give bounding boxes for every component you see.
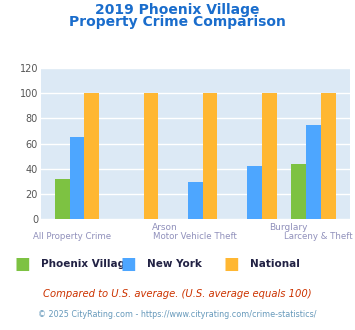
Bar bbox=[321, 93, 335, 219]
Text: All Property Crime: All Property Crime bbox=[33, 232, 111, 241]
Bar bbox=[84, 93, 99, 219]
Text: National: National bbox=[250, 259, 300, 269]
Text: Property Crime Comparison: Property Crime Comparison bbox=[69, 15, 286, 29]
Bar bbox=[188, 182, 203, 219]
Text: Larceny & Theft: Larceny & Theft bbox=[284, 232, 353, 241]
Text: Phoenix Village: Phoenix Village bbox=[41, 259, 132, 269]
Text: New York: New York bbox=[147, 259, 202, 269]
Text: Burglary: Burglary bbox=[269, 223, 307, 232]
Text: ■: ■ bbox=[121, 255, 136, 273]
Text: Compared to U.S. average. (U.S. average equals 100): Compared to U.S. average. (U.S. average … bbox=[43, 289, 312, 299]
Bar bbox=[247, 166, 262, 219]
Text: Motor Vehicle Theft: Motor Vehicle Theft bbox=[153, 232, 237, 241]
Text: ■: ■ bbox=[14, 255, 30, 273]
Text: ■: ■ bbox=[224, 255, 239, 273]
Bar bbox=[143, 93, 158, 219]
Bar bbox=[291, 164, 306, 219]
Bar bbox=[203, 93, 217, 219]
Bar bbox=[262, 93, 277, 219]
Text: © 2025 CityRating.com - https://www.cityrating.com/crime-statistics/: © 2025 CityRating.com - https://www.city… bbox=[38, 310, 317, 318]
Text: 2019 Phoenix Village: 2019 Phoenix Village bbox=[95, 3, 260, 17]
Bar bbox=[306, 124, 321, 219]
Bar bbox=[55, 179, 70, 219]
Text: Arson: Arson bbox=[152, 223, 177, 232]
Bar bbox=[70, 137, 84, 219]
